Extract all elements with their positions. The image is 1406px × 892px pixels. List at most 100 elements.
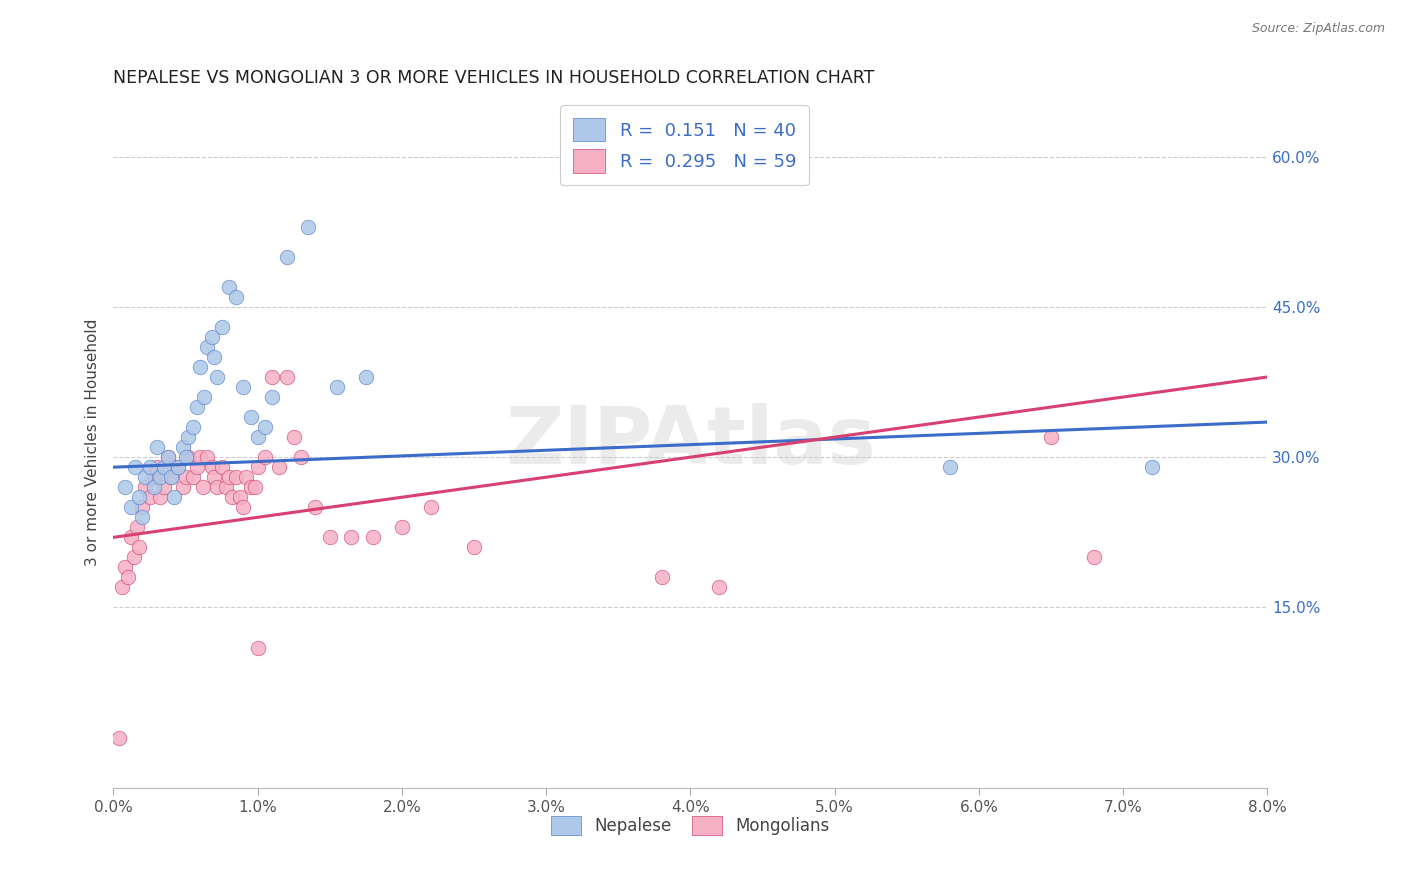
Point	[142, 480, 165, 494]
Point	[211, 319, 233, 334]
Point	[340, 530, 363, 544]
Point	[239, 480, 262, 494]
Point	[138, 490, 160, 504]
Point	[246, 460, 269, 475]
Point	[253, 420, 276, 434]
Point	[391, 520, 413, 534]
Point	[229, 490, 252, 504]
Point	[181, 470, 204, 484]
Point	[186, 460, 208, 475]
Point	[191, 480, 214, 494]
Point	[1083, 550, 1105, 565]
Point	[167, 460, 190, 475]
Point	[246, 430, 269, 444]
Point	[134, 470, 156, 484]
Point	[120, 530, 142, 544]
Point	[1140, 460, 1163, 475]
Point	[181, 420, 204, 434]
Point	[195, 340, 218, 354]
Point	[211, 460, 233, 475]
Point	[218, 470, 240, 484]
Point	[283, 430, 305, 444]
Point	[120, 500, 142, 515]
Point	[939, 460, 962, 475]
Point	[125, 520, 148, 534]
Point	[163, 490, 186, 504]
Point	[153, 460, 176, 475]
Point	[207, 370, 229, 384]
Point	[188, 450, 211, 465]
Point	[215, 480, 238, 494]
Point	[188, 359, 211, 374]
Point	[262, 390, 284, 404]
Point	[225, 290, 247, 304]
Point	[174, 450, 197, 465]
Point	[1040, 430, 1063, 444]
Point	[419, 500, 441, 515]
Point	[114, 480, 136, 494]
Point	[128, 490, 150, 504]
Point	[354, 370, 377, 384]
Point	[131, 500, 153, 515]
Point	[225, 470, 247, 484]
Point	[239, 410, 262, 425]
Point	[195, 450, 218, 465]
Point	[253, 450, 276, 465]
Legend: Nepalese, Mongolians: Nepalese, Mongolians	[544, 809, 837, 842]
Point	[167, 460, 190, 475]
Point	[157, 450, 180, 465]
Point	[232, 380, 254, 394]
Point	[235, 470, 257, 484]
Point	[262, 370, 284, 384]
Point	[160, 470, 183, 484]
Point	[163, 460, 186, 475]
Point	[276, 370, 298, 384]
Point	[207, 480, 229, 494]
Point	[200, 330, 222, 344]
Point	[246, 640, 269, 655]
Point	[326, 380, 349, 394]
Point	[200, 460, 222, 475]
Point	[204, 470, 226, 484]
Point	[304, 500, 326, 515]
Y-axis label: 3 or more Vehicles in Household: 3 or more Vehicles in Household	[86, 318, 100, 566]
Point	[160, 470, 183, 484]
Point	[145, 440, 167, 454]
Point	[108, 731, 131, 745]
Point	[463, 541, 485, 555]
Point	[243, 480, 266, 494]
Text: ZIPAtlas: ZIPAtlas	[505, 403, 876, 481]
Point	[157, 450, 180, 465]
Point	[361, 530, 384, 544]
Point	[177, 430, 200, 444]
Point	[269, 460, 291, 475]
Point	[142, 470, 165, 484]
Point	[297, 219, 319, 234]
Point	[145, 460, 167, 475]
Point	[186, 400, 208, 414]
Point	[149, 470, 172, 484]
Point	[172, 480, 194, 494]
Point	[709, 581, 731, 595]
Point	[128, 541, 150, 555]
Point	[290, 450, 312, 465]
Point	[172, 440, 194, 454]
Point	[134, 480, 156, 494]
Point	[232, 500, 254, 515]
Point	[218, 280, 240, 294]
Point	[177, 450, 200, 465]
Point	[122, 550, 145, 565]
Point	[193, 390, 215, 404]
Point	[114, 560, 136, 574]
Text: Source: ZipAtlas.com: Source: ZipAtlas.com	[1251, 22, 1385, 36]
Point	[131, 510, 153, 524]
Point	[221, 490, 243, 504]
Point	[651, 570, 673, 584]
Point	[153, 480, 176, 494]
Point	[149, 490, 172, 504]
Point	[204, 350, 226, 364]
Point	[174, 470, 197, 484]
Point	[117, 570, 139, 584]
Point	[111, 581, 134, 595]
Text: NEPALESE VS MONGOLIAN 3 OR MORE VEHICLES IN HOUSEHOLD CORRELATION CHART: NEPALESE VS MONGOLIAN 3 OR MORE VEHICLES…	[114, 69, 875, 87]
